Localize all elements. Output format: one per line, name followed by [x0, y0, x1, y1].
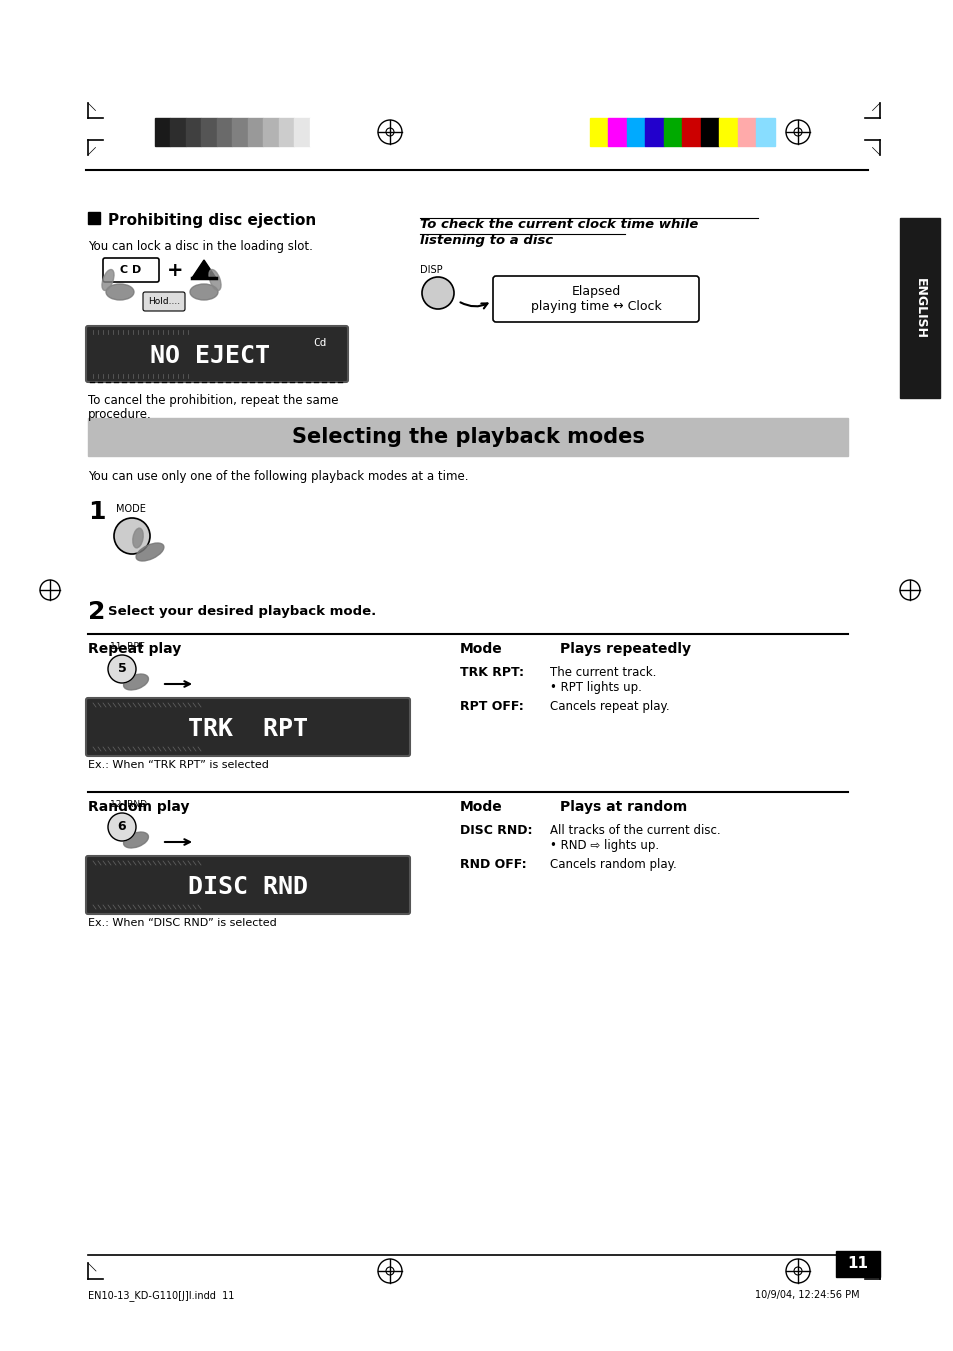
- Text: • RPT lights up.: • RPT lights up.: [550, 681, 641, 694]
- Text: Ex.: When “DISC RND” is selected: Ex.: When “DISC RND” is selected: [88, 917, 276, 928]
- Ellipse shape: [124, 832, 149, 848]
- Text: Prohibiting disc ejection: Prohibiting disc ejection: [108, 212, 315, 227]
- Bar: [700, 118, 719, 146]
- Bar: [835, 1251, 879, 1277]
- Bar: [186, 118, 201, 146]
- Text: Plays repeatedly: Plays repeatedly: [559, 642, 690, 657]
- Polygon shape: [192, 259, 215, 278]
- Bar: [756, 118, 774, 146]
- Text: Select your desired playback mode.: Select your desired playback mode.: [108, 605, 375, 617]
- Text: Repeat play: Repeat play: [88, 642, 181, 657]
- Text: 2: 2: [88, 600, 105, 624]
- Bar: [663, 118, 681, 146]
- Text: Mode: Mode: [459, 642, 502, 657]
- Bar: [171, 118, 186, 146]
- Ellipse shape: [209, 269, 221, 290]
- Ellipse shape: [102, 269, 114, 290]
- Bar: [278, 118, 294, 146]
- Ellipse shape: [132, 528, 143, 549]
- Text: 10/9/04, 12:24:56 PM: 10/9/04, 12:24:56 PM: [755, 1290, 859, 1300]
- Text: • RND ⇨ lights up.: • RND ⇨ lights up.: [550, 839, 659, 852]
- Text: C D: C D: [120, 265, 141, 276]
- Bar: [216, 118, 232, 146]
- Text: Elapsed
playing time ↔ Clock: Elapsed playing time ↔ Clock: [530, 285, 660, 313]
- Bar: [738, 118, 756, 146]
- Text: To cancel the prohibition, repeat the same: To cancel the prohibition, repeat the sa…: [88, 394, 338, 407]
- Ellipse shape: [119, 661, 129, 680]
- FancyBboxPatch shape: [143, 292, 185, 311]
- Text: NO EJECT: NO EJECT: [150, 345, 270, 367]
- Text: You can use only one of the following playback modes at a time.: You can use only one of the following pl…: [88, 470, 468, 484]
- FancyBboxPatch shape: [103, 258, 159, 282]
- Text: All tracks of the current disc.: All tracks of the current disc.: [550, 824, 720, 838]
- Bar: [232, 118, 248, 146]
- Text: DISC RND:: DISC RND:: [459, 824, 532, 838]
- Text: MODE: MODE: [116, 504, 146, 513]
- Text: 11  RPT: 11 RPT: [110, 642, 144, 651]
- Bar: [608, 118, 626, 146]
- Text: Cd: Cd: [313, 338, 327, 349]
- FancyBboxPatch shape: [493, 276, 699, 322]
- FancyBboxPatch shape: [86, 698, 410, 757]
- Bar: [294, 118, 309, 146]
- Ellipse shape: [136, 543, 164, 561]
- Ellipse shape: [106, 284, 133, 300]
- Bar: [248, 118, 263, 146]
- Text: The current track.: The current track.: [550, 666, 656, 680]
- Text: Selecting the playback modes: Selecting the playback modes: [292, 427, 644, 447]
- Text: DISC RND: DISC RND: [188, 875, 308, 898]
- Text: Cancels repeat play.: Cancels repeat play.: [550, 700, 669, 713]
- Text: RND OFF:: RND OFF:: [459, 858, 526, 871]
- Text: Ex.: When “TRK RPT” is selected: Ex.: When “TRK RPT” is selected: [88, 761, 269, 770]
- Text: 11: 11: [846, 1256, 867, 1271]
- FancyBboxPatch shape: [86, 326, 348, 382]
- Bar: [645, 118, 663, 146]
- Ellipse shape: [124, 674, 149, 690]
- Ellipse shape: [190, 284, 218, 300]
- Text: You can lock a disc in the loading slot.: You can lock a disc in the loading slot.: [88, 240, 313, 253]
- Text: TRK RPT:: TRK RPT:: [459, 666, 523, 680]
- Text: DISP: DISP: [419, 265, 442, 276]
- Text: Hold....: Hold....: [148, 296, 180, 305]
- Text: ENGLISH: ENGLISH: [913, 277, 925, 339]
- Text: 5: 5: [117, 662, 126, 676]
- Text: 12  RND: 12 RND: [110, 800, 147, 809]
- Circle shape: [108, 655, 136, 684]
- Bar: [719, 118, 738, 146]
- FancyBboxPatch shape: [86, 857, 410, 915]
- Bar: [263, 118, 278, 146]
- Bar: [154, 118, 171, 146]
- Bar: [201, 118, 216, 146]
- Text: listening to a disc: listening to a disc: [419, 234, 553, 247]
- Text: Mode: Mode: [459, 800, 502, 815]
- Bar: [626, 118, 645, 146]
- Text: +: +: [167, 261, 183, 280]
- Text: Plays at random: Plays at random: [559, 800, 686, 815]
- Bar: [589, 118, 608, 146]
- Bar: [899, 218, 939, 399]
- Text: Random play: Random play: [88, 800, 190, 815]
- Text: EN10-13_KD-G110[J]I.indd  11: EN10-13_KD-G110[J]I.indd 11: [88, 1290, 234, 1301]
- Text: 6: 6: [117, 820, 126, 834]
- Text: 1: 1: [88, 500, 106, 524]
- Circle shape: [108, 813, 136, 842]
- Bar: [681, 118, 700, 146]
- Text: To check the current clock time while: To check the current clock time while: [419, 218, 698, 231]
- Circle shape: [113, 517, 150, 554]
- Circle shape: [421, 277, 454, 309]
- Text: procedure.: procedure.: [88, 408, 152, 422]
- Ellipse shape: [119, 819, 129, 838]
- Bar: [88, 417, 847, 457]
- Bar: [309, 118, 325, 146]
- Text: Cancels random play.: Cancels random play.: [550, 858, 676, 871]
- Text: RPT OFF:: RPT OFF:: [459, 700, 523, 713]
- Text: TRK  RPT: TRK RPT: [188, 717, 308, 740]
- Bar: [88, 212, 100, 224]
